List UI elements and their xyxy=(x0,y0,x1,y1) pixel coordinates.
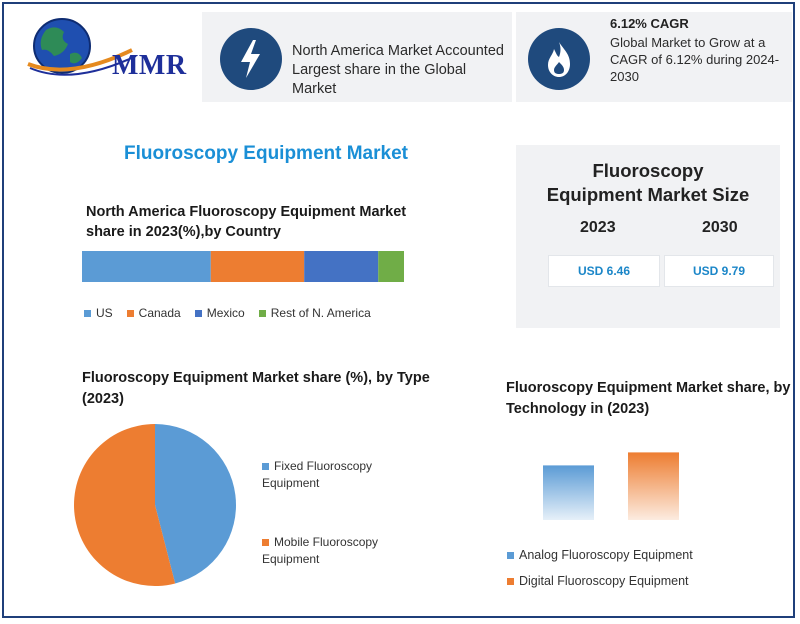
pie-slice-fixed xyxy=(155,424,236,584)
legend-swatch xyxy=(507,552,514,560)
legend-item: Mobile Fluoroscopy Equipment xyxy=(262,534,392,568)
bar-analog xyxy=(543,465,594,520)
market-size-title: Fluoroscopy Equipment Market Size xyxy=(546,160,750,205)
legend-item: Analog Fluoroscopy Equipment xyxy=(507,548,693,562)
page-title: Fluoroscopy Equipment Market xyxy=(124,143,408,164)
legend-swatch xyxy=(507,578,514,586)
bar-segment-canada xyxy=(210,251,305,282)
legend-swatch xyxy=(262,463,269,471)
logo-text: MMR xyxy=(112,50,187,81)
chart-title-country: North America Fluoroscopy Equipment Mark… xyxy=(86,204,407,240)
mmr-logo: MMR xyxy=(20,10,186,88)
market-value-2023: USD 6.46 xyxy=(548,255,660,287)
bar-segment-us xyxy=(82,251,211,282)
year-label: 2030 xyxy=(702,219,738,236)
highlight-card-cagr: 6.12% CAGR Global Market to Grow at a CA… xyxy=(516,12,792,102)
legend-label: Digital Fluoroscopy Equipment xyxy=(519,574,689,588)
market-value-2030: USD 9.79 xyxy=(664,255,774,287)
legend-label: US xyxy=(96,306,113,320)
market-size-card: Fluoroscopy Equipment Market Size 2023 2… xyxy=(516,145,780,328)
legend-item: Canada xyxy=(126,306,181,320)
bar-digital xyxy=(628,452,679,520)
legend-item: Fixed Fluoroscopy Equipment xyxy=(262,458,392,492)
year-label: 2023 xyxy=(580,219,616,236)
legend-swatch xyxy=(258,310,266,318)
chart-title-technology: Fluoroscopy Equipment Market share, by T… xyxy=(506,380,791,417)
bar-segment-rest-of-n-america xyxy=(378,251,404,282)
stacked-bar-chart xyxy=(82,251,404,282)
highlight-card-north-america: North America Market Accounted Largest s… xyxy=(202,12,512,102)
bar-segment-mexico xyxy=(304,251,379,282)
technology-bar-chart xyxy=(543,452,679,520)
pie-slice-mobile xyxy=(73,424,176,586)
legend-label: Rest of N. America xyxy=(270,306,371,320)
cagr-title: 6.12% CAGR xyxy=(610,16,689,31)
legend-swatch xyxy=(262,539,269,547)
legend-swatch xyxy=(194,310,202,318)
legend-item: Digital Fluoroscopy Equipment xyxy=(507,574,689,588)
legend-item: US xyxy=(84,306,113,320)
legend-item: Rest of N. America xyxy=(258,306,371,320)
legend-label: Mexico xyxy=(206,306,245,320)
legend-swatch xyxy=(126,310,134,318)
highlight-text: Global Market to Grow at a CAGR of 6.12%… xyxy=(610,35,780,84)
pie-chart xyxy=(73,424,236,586)
highlight-text: North America Market Accounted Largest s… xyxy=(292,43,504,97)
country-legend: US Canada Mexico Rest of N. America xyxy=(84,306,385,320)
legend-label: Mobile Fluoroscopy Equipment xyxy=(262,535,379,566)
legend-label: Fixed Fluoroscopy Equipment xyxy=(262,459,373,490)
legend-swatch xyxy=(84,310,91,318)
legend-item: Mexico xyxy=(194,306,245,320)
lightning-icon xyxy=(220,28,282,90)
globe-icon xyxy=(27,18,137,76)
flame-icon xyxy=(528,28,590,90)
chart-title-type: Fluoroscopy Equipment Market share (%), … xyxy=(82,370,430,407)
legend-label: Analog Fluoroscopy Equipment xyxy=(519,548,693,562)
legend-label: Canada xyxy=(138,306,181,320)
